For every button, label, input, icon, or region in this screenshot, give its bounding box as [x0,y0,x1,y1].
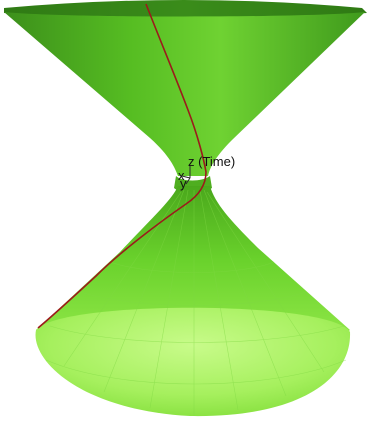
x-axis [181,175,191,179]
axes-gizmo [181,166,191,185]
upper-surface [4,0,367,19]
z-axis-label: z (Time) [188,154,235,169]
worldline-curve [37,3,207,329]
y-axis [185,177,191,185]
base-ellipse [35,307,351,417]
y-axis-label: y [180,176,187,191]
surface-mesh [45,189,347,416]
x-axis-label: x [178,168,185,183]
upper-nappe [4,12,365,176]
